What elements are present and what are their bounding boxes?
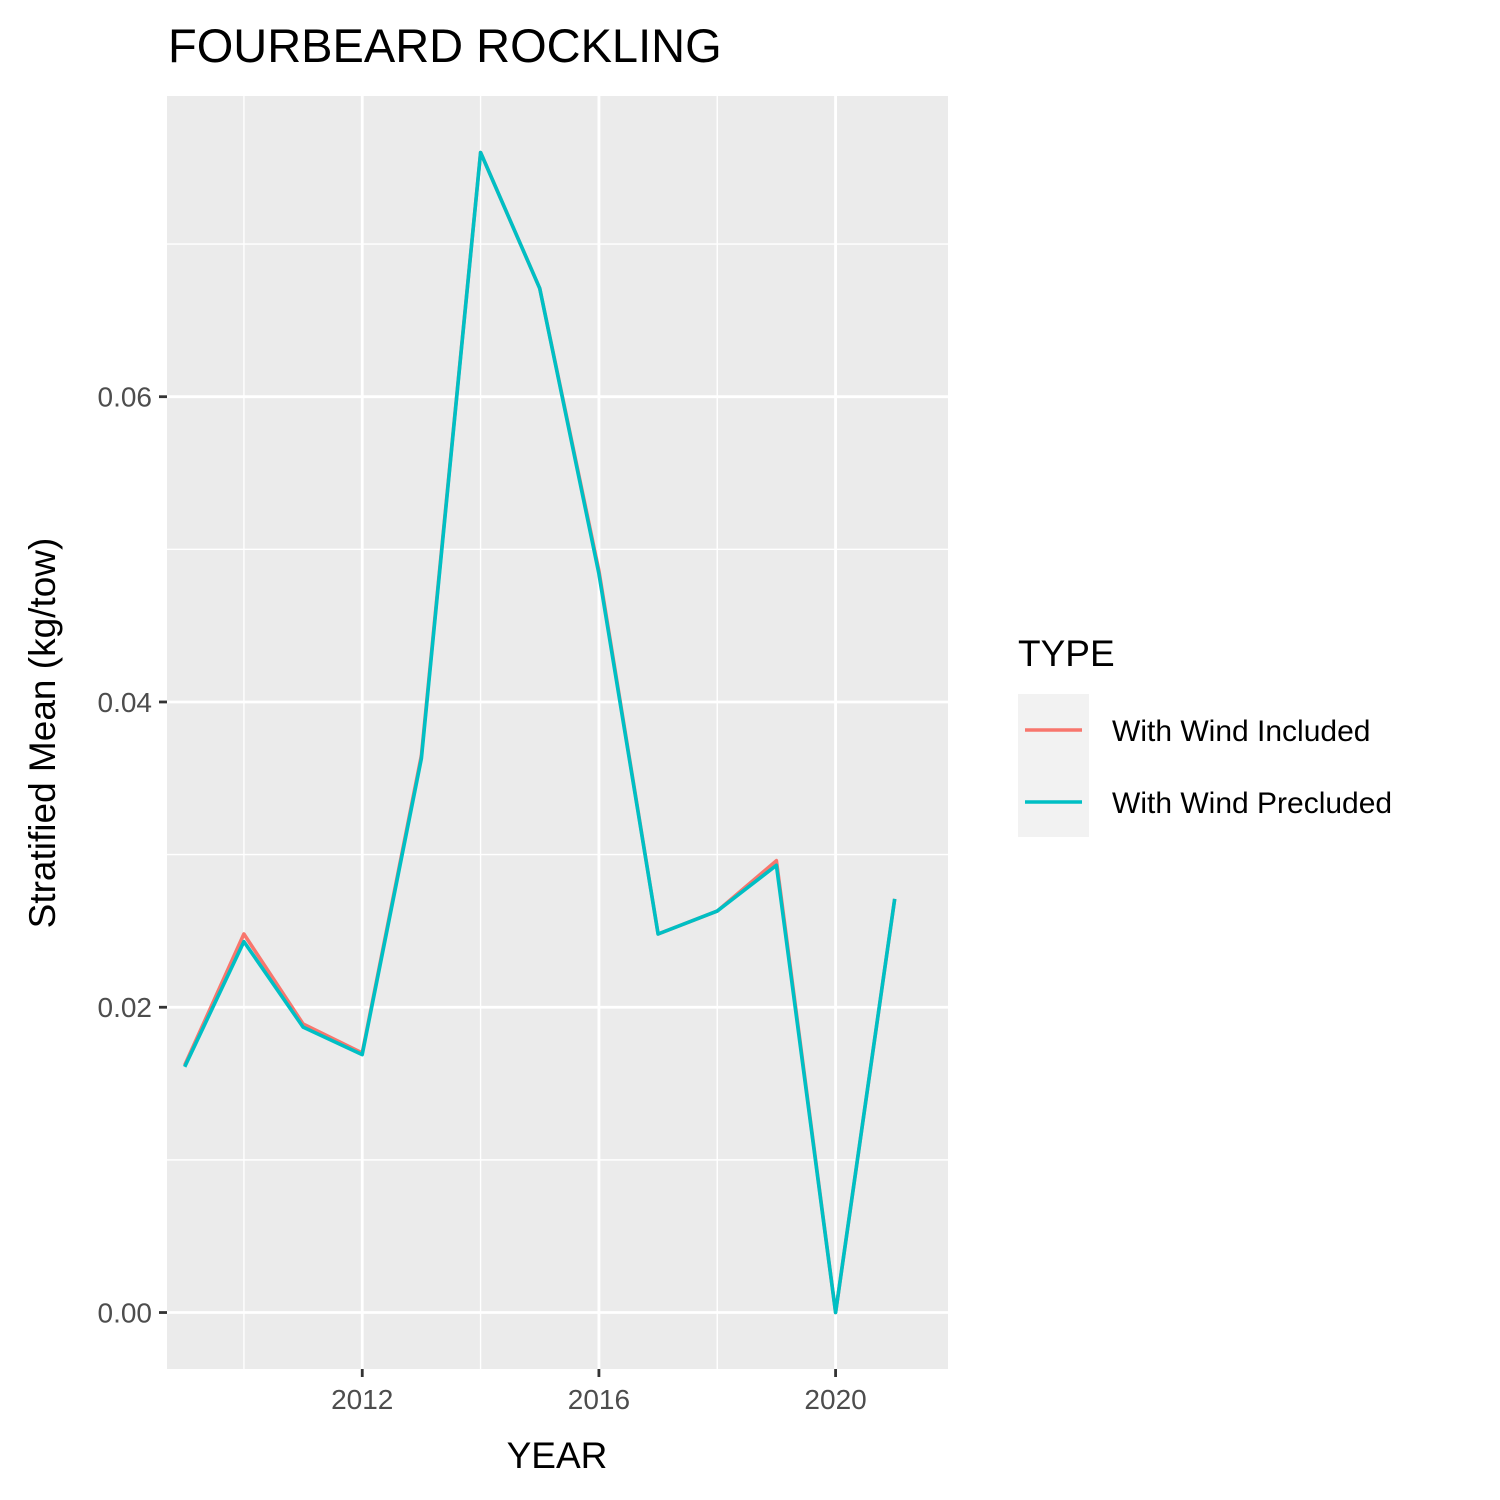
legend-title: TYPE — [1018, 633, 1115, 674]
legend-items: With Wind Included With Wind Precluded — [1025, 715, 1392, 820]
y-tick-label: 0.06 — [98, 382, 153, 413]
legend: TYPE With Wind Included With Wind Preclud… — [1018, 633, 1392, 837]
y-axis-title: Stratified Mean (kg/tow) — [22, 538, 63, 929]
y-axis: 0.00 0.02 0.04 0.06 — [98, 382, 167, 1329]
minor-gridlines — [167, 96, 948, 1369]
legend-label-1: With Wind Included — [1112, 715, 1370, 748]
plot-panel — [167, 96, 948, 1369]
series-layer — [183, 150, 897, 1315]
x-tick-label: 2016 — [568, 1384, 630, 1415]
series-line-2 — [183, 150, 897, 1315]
chart-title: FOURBEARD ROCKLING — [168, 19, 722, 72]
y-tick-label: 0.00 — [98, 1298, 153, 1329]
legend-key-background — [1018, 694, 1089, 837]
x-axis: 2012 2016 2020 — [331, 1369, 867, 1415]
major-gridlines — [167, 96, 948, 1369]
y-tick-label: 0.04 — [98, 687, 153, 718]
x-tick-label: 2020 — [804, 1384, 866, 1415]
legend-label-2: With Wind Precluded — [1112, 787, 1392, 820]
x-axis-title: YEAR — [507, 1435, 608, 1476]
x-tick-label: 2012 — [331, 1384, 393, 1415]
y-tick-label: 0.02 — [98, 992, 153, 1023]
